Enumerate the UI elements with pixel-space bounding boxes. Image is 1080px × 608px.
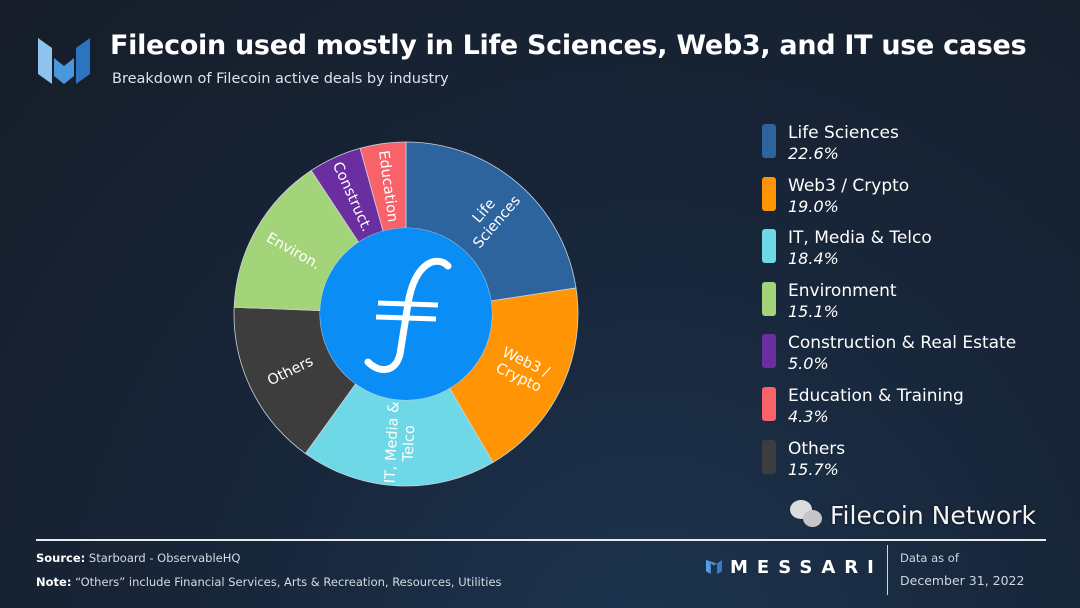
data-date: December 31, 2022	[900, 573, 1025, 588]
legend-value: 4.3%	[788, 406, 829, 426]
slice-label: IT, Media &Telco	[383, 401, 420, 484]
legend-label: Web3 / Crypto	[788, 175, 910, 196]
legend-item: Others 15.7%	[762, 438, 1016, 491]
legend-value: 18.4%	[788, 249, 839, 269]
filecoin-icon	[364, 257, 452, 373]
legend-label: Construction & Real Estate	[788, 333, 1017, 354]
legend-item: Education & Training 4.3%	[762, 385, 1016, 438]
brand-text: MESSARI	[730, 557, 883, 578]
legend-swatch	[762, 229, 776, 264]
data-as-of: Data as of	[900, 551, 959, 565]
legend-swatch	[762, 439, 776, 474]
legend-swatch	[762, 124, 776, 158]
chart-subtitle: Breakdown of Filecoin active deals by in…	[112, 71, 449, 87]
legend-item: Construction & Real Estate 5.0%	[762, 332, 1016, 385]
messari-logo	[38, 38, 90, 84]
legend-value: 15.7%	[788, 459, 839, 479]
legend-item: Environment 15.1%	[762, 280, 1016, 333]
note-text: “Others” include Financial Services, Art…	[75, 575, 502, 589]
legend-swatch	[762, 386, 776, 421]
source-line: Source: Starboard - ObservableHQ	[36, 551, 240, 565]
watermark: Filecoin Network	[790, 500, 1036, 530]
note-line: Note: “Others” include Financial Service…	[36, 575, 502, 589]
messari-mark-icon	[706, 560, 722, 574]
legend-label: Education & Training	[788, 385, 964, 406]
legend-item: IT, Media & Telco 18.4%	[762, 227, 1016, 280]
legend-item: Web3 / Crypto 19.0%	[762, 175, 1016, 228]
watermark-text: Filecoin Network	[830, 500, 1036, 530]
messari-brand: MESSARI	[706, 557, 883, 578]
legend-label: Life Sciences	[788, 123, 899, 143]
legend-item: Life Sciences 22.6%	[762, 122, 1016, 175]
chart-title: Filecoin used mostly in Life Sciences, W…	[110, 30, 1027, 61]
legend-value: 15.1%	[788, 301, 839, 321]
source-label: Source:	[36, 551, 86, 565]
legend-label: Others	[788, 438, 846, 459]
source-text: Starboard - ObservableHQ	[88, 551, 241, 565]
legend-swatch	[762, 281, 776, 316]
legend-swatch	[762, 176, 776, 211]
legend: Life Sciences 22.6% Web3 / Crypto 19.0% …	[762, 122, 1016, 490]
note-label: Note:	[36, 575, 72, 589]
legend-value: 22.6%	[788, 144, 839, 163]
wechat-icon	[790, 500, 824, 530]
legend-label: Environment	[788, 280, 897, 301]
legend-swatch	[762, 334, 776, 369]
legend-value: 5.0%	[788, 354, 829, 374]
footer-vertical-divider	[887, 545, 888, 595]
legend-value: 19.0%	[788, 196, 839, 216]
legend-label: IT, Media & Telco	[788, 228, 932, 249]
footer-divider	[36, 539, 1046, 541]
